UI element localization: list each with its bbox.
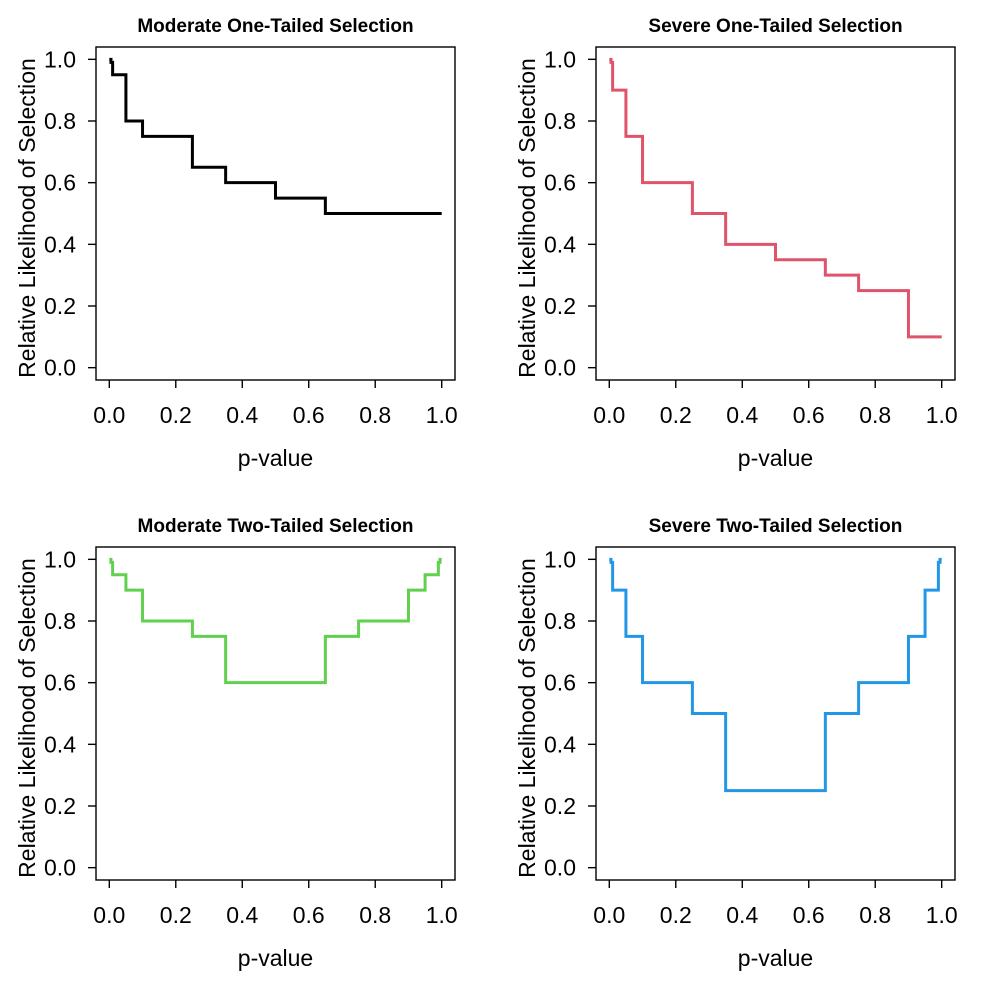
panel-moderate-two-tailed: 0.0 0.2 0.4 0.6 0.8 1.0 0.0 0.2 0.4 0.6 0.8 1.0 Mod… (0, 500, 500, 1000)
y-tick-label: 1.0 (44, 546, 76, 572)
y-tick-label: 0.8 (44, 108, 76, 134)
chart-severe-two-tailed: 0.0 0.2 0.4 0.6 0.8 1.0 0.0 0.2 0.4 0.6 0.8 1.0 Sev… (514, 516, 958, 971)
y-tick-label: 0.4 (544, 231, 576, 257)
y-tick-label: 0.0 (44, 355, 76, 381)
y-tick-label: 0.2 (44, 793, 76, 819)
x-tick-label: 0.4 (726, 402, 758, 428)
y-tick-label: 0.0 (544, 355, 576, 381)
x-tick-label: 0.2 (660, 902, 692, 928)
plot-box (95, 546, 456, 881)
y-tick-label: 1.0 (544, 46, 576, 72)
step-line (109, 57, 442, 215)
x-tick-label: 0.4 (726, 902, 758, 928)
panel-moderate-one-tailed: 0.0 0.2 0.4 0.6 0.8 1.0 0.0 0.2 0.4 0.6 0.8 1.0 Mod… (0, 0, 500, 500)
y-tick-label: 0.2 (44, 293, 76, 319)
y-tick-label: 0.4 (44, 231, 76, 257)
chart-title: Moderate One-Tailed Selection (137, 16, 413, 37)
chart-title: Moderate Two-Tailed Selection (138, 516, 414, 537)
y-tick-label: 0.8 (544, 608, 576, 634)
y-tick-label: 0.2 (544, 293, 576, 319)
y-axis-label: Relative Likelihood of Selection (514, 58, 540, 378)
x-tick-label: 0.6 (793, 902, 825, 928)
x-tick-label: 0.0 (593, 402, 625, 428)
y-axis-label: Relative Likelihood of Selection (514, 558, 540, 878)
plot-box (595, 46, 956, 381)
x-axis-label: p-value (738, 945, 813, 971)
x-tick-label: 0.6 (293, 902, 325, 928)
x-tick-label: 1.0 (426, 902, 458, 928)
plot-box (595, 546, 956, 881)
x-tick-label: 0.0 (93, 902, 125, 928)
y-tick-label: 0.6 (544, 170, 576, 196)
x-tick-label: 0.2 (660, 402, 692, 428)
x-tick-label: 0.2 (160, 902, 192, 928)
x-tick-label: 1.0 (926, 402, 958, 428)
y-tick-label: 0.2 (544, 793, 576, 819)
y-tick-label: 0.0 (544, 855, 576, 881)
y-tick-label: 0.4 (44, 731, 76, 757)
x-tick-label: 1.0 (926, 902, 958, 928)
chart-severe-one-tailed: 0.0 0.2 0.4 0.6 0.8 1.0 0.0 0.2 0.4 0.6 0.8 1.0 Sev… (514, 16, 958, 471)
x-tick-label: 0.4 (226, 402, 258, 428)
x-axis-label: p-value (738, 445, 813, 471)
chart-title: Severe Two-Tailed Selection (649, 516, 903, 537)
x-axis-label: p-value (238, 945, 313, 971)
step-line (109, 557, 442, 685)
axis-ticks: 0.0 0.2 0.4 0.6 0.8 1.0 0.0 0.2 0.4 0.6 0.8 1.0 (44, 546, 458, 928)
y-tick-label: 0.6 (44, 170, 76, 196)
x-tick-label: 0.2 (160, 402, 192, 428)
chart-moderate-two-tailed: 0.0 0.2 0.4 0.6 0.8 1.0 0.0 0.2 0.4 0.6 0.8 1.0 Mod… (14, 516, 458, 971)
x-axis-label: p-value (238, 445, 313, 471)
x-tick-label: 1.0 (426, 402, 458, 428)
y-tick-label: 0.4 (544, 731, 576, 757)
panel-severe-one-tailed: 0.0 0.2 0.4 0.6 0.8 1.0 0.0 0.2 0.4 0.6 0.8 1.0 Sev… (500, 0, 1000, 500)
x-tick-label: 0.0 (593, 902, 625, 928)
x-tick-label: 0.4 (226, 902, 258, 928)
y-tick-label: 0.0 (44, 855, 76, 881)
x-tick-label: 0.6 (293, 402, 325, 428)
x-tick-label: 0.8 (859, 902, 891, 928)
panel-severe-two-tailed: 0.0 0.2 0.4 0.6 0.8 1.0 0.0 0.2 0.4 0.6 0.8 1.0 Sev… (500, 500, 1000, 1000)
y-tick-label: 0.8 (44, 608, 76, 634)
chart-title: Severe One-Tailed Selection (648, 16, 902, 37)
axis-ticks: 0.0 0.2 0.4 0.6 0.8 1.0 0.0 0.2 0.4 0.6 0.8 1.0 (544, 46, 958, 428)
y-axis-label: Relative Likelihood of Selection (14, 58, 40, 378)
x-tick-label: 0.0 (93, 402, 125, 428)
step-line (609, 557, 942, 793)
x-tick-label: 0.8 (359, 902, 391, 928)
chart-moderate-one-tailed: 0.0 0.2 0.4 0.6 0.8 1.0 0.0 0.2 0.4 0.6 0.8 1.0 Mod… (14, 16, 458, 471)
axis-ticks: 0.0 0.2 0.4 0.6 0.8 1.0 0.0 0.2 0.4 0.6 0.8 1.0 (544, 546, 958, 928)
y-tick-label: 1.0 (544, 546, 576, 572)
y-tick-label: 1.0 (44, 46, 76, 72)
y-tick-label: 0.6 (44, 670, 76, 696)
x-tick-label: 0.8 (859, 402, 891, 428)
y-axis-label: Relative Likelihood of Selection (14, 558, 40, 878)
axis-ticks: 0.0 0.2 0.4 0.6 0.8 1.0 0.0 0.2 0.4 0.6 0.8 1.0 (44, 46, 458, 428)
x-tick-label: 0.6 (793, 402, 825, 428)
x-tick-label: 0.8 (359, 402, 391, 428)
y-tick-label: 0.8 (544, 108, 576, 134)
y-tick-label: 0.6 (544, 670, 576, 696)
step-line (609, 57, 942, 339)
plot-box (95, 46, 456, 381)
